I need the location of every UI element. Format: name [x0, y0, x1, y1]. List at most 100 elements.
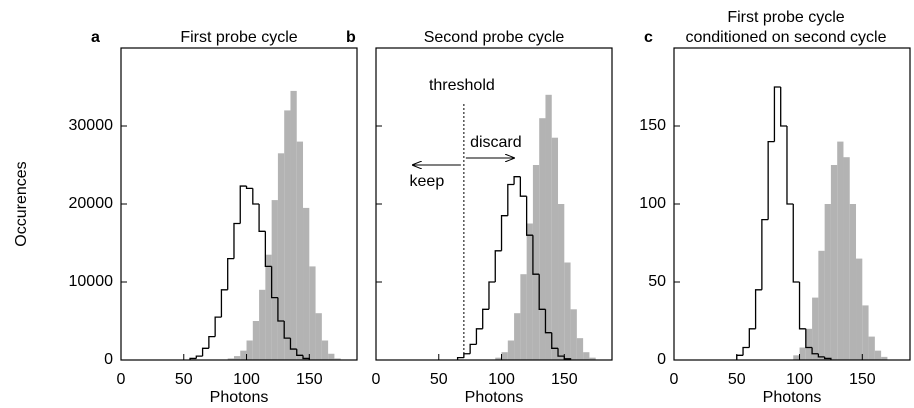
panel-title: First probe cycle	[727, 9, 844, 26]
hist-step	[277, 297, 285, 322]
hist-step	[233, 222, 241, 259]
hist-bar	[233, 356, 241, 360]
hist-step	[252, 188, 260, 205]
panel-title: First probe cycle	[180, 29, 297, 46]
hist-bar	[303, 207, 310, 360]
hist-step	[823, 356, 832, 360]
hist-bar	[830, 165, 838, 360]
hist-bar	[271, 200, 278, 360]
hist-bar	[246, 340, 253, 360]
hist-bar	[545, 94, 552, 361]
x-tick-label: 150	[551, 371, 578, 388]
x-tick-label: 0	[117, 371, 126, 388]
y-tick-label: 30000	[69, 117, 114, 134]
panel-letter: c	[644, 29, 653, 46]
hist-bar	[290, 90, 297, 361]
hist-bar	[818, 250, 825, 360]
hist-step	[736, 354, 744, 360]
panel-letter: a	[91, 29, 100, 46]
y-tick-label: 0	[104, 351, 113, 368]
hist-bar	[252, 321, 260, 360]
y-tick-label: 20000	[69, 195, 114, 212]
hist-step	[513, 176, 521, 185]
hist-step	[494, 250, 502, 282]
hist-step	[767, 140, 775, 220]
hist-step	[195, 355, 203, 359]
hist-bar	[862, 305, 869, 360]
threshold-label: threshold	[429, 77, 495, 94]
hist-step	[798, 282, 806, 330]
hist-step	[469, 343, 477, 354]
x-tick-label: 0	[670, 371, 679, 388]
hist-bar	[315, 313, 322, 360]
y-tick-label: 0	[657, 351, 666, 368]
x-tick-label: 100	[233, 371, 260, 388]
hist-bar	[551, 137, 559, 360]
hist-step	[296, 349, 304, 356]
hist-step	[475, 328, 483, 345]
hist-bar	[265, 254, 272, 360]
hist-bar	[564, 262, 571, 360]
hist-bar	[277, 153, 285, 360]
hist-step	[525, 196, 533, 236]
hist-bar	[837, 141, 844, 360]
hist-step	[805, 328, 813, 349]
x-tick-label: 100	[786, 371, 813, 388]
hist-step	[742, 346, 750, 356]
hist-bar	[328, 353, 335, 360]
hist-step	[507, 183, 515, 216]
y-tick-label: 100	[639, 195, 666, 212]
discard-label: discard	[470, 134, 522, 151]
hist-step	[500, 215, 508, 251]
hist-step	[482, 308, 489, 329]
y-axis-label: Occurences	[13, 161, 30, 246]
hist-step	[811, 347, 819, 355]
hist-bar	[799, 347, 806, 360]
hist-step	[488, 281, 496, 310]
hist-step	[761, 218, 769, 290]
hist-step	[220, 289, 228, 318]
hist-bar	[514, 313, 521, 360]
hist-step	[239, 185, 247, 224]
hist-bar	[227, 358, 234, 360]
hist-bar	[284, 110, 291, 361]
hist-step	[201, 347, 209, 357]
hist-bar	[881, 356, 888, 360]
hist-step	[754, 289, 762, 329]
hist-step	[456, 357, 464, 360]
hist-step	[289, 338, 297, 350]
hist-step	[557, 348, 565, 357]
hist-step	[786, 126, 794, 205]
hist-bar	[856, 258, 863, 360]
hist-bar	[874, 350, 882, 360]
hist-bar	[589, 357, 596, 360]
hist-step	[270, 266, 278, 299]
x-axis-label: Photons	[763, 389, 822, 406]
panel-title: conditioned on second cycle	[685, 29, 886, 46]
hist-step	[227, 257, 234, 290]
hist-bar	[539, 118, 546, 360]
x-tick-label: 150	[296, 371, 323, 388]
x-tick-label: 50	[175, 371, 193, 388]
hist-bar	[321, 340, 329, 360]
hist-bar	[583, 352, 590, 360]
hist-step	[258, 204, 266, 232]
hist-bar	[849, 204, 857, 360]
hist-bar	[296, 141, 304, 360]
hist-step	[538, 274, 546, 310]
hist-step	[214, 316, 222, 337]
hist-bar	[532, 165, 540, 360]
hist-bar	[805, 328, 813, 360]
hist-bar	[495, 357, 502, 360]
hist-bar	[843, 157, 850, 360]
x-tick-label: 150	[849, 371, 876, 388]
x-tick-label: 50	[728, 371, 746, 388]
x-tick-label: 0	[372, 371, 381, 388]
hist-step	[773, 86, 781, 142]
y-tick-label: 50	[648, 273, 666, 290]
hist-bar	[576, 338, 584, 360]
x-axis-label: Photons	[210, 389, 269, 406]
hist-step	[264, 231, 272, 268]
hist-step	[817, 353, 825, 358]
